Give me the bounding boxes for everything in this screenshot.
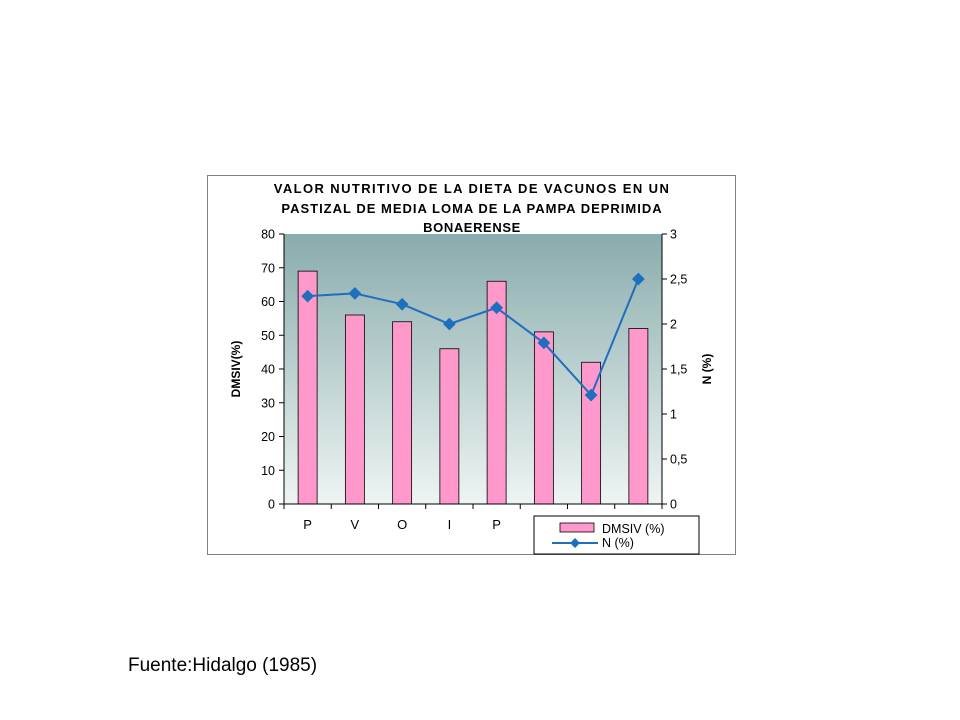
y2-tick-label: 2 bbox=[670, 318, 677, 332]
bar-6 bbox=[533, 331, 554, 505]
legend: DMSIV (%) N (%) bbox=[533, 515, 700, 555]
chart-title-line-2: PASTIZAL DE MEDIA LOMA DE LA PAMPA DEPRI… bbox=[281, 201, 662, 216]
bar-8 bbox=[628, 328, 649, 505]
y-tick-label: 80 bbox=[261, 228, 275, 242]
y2-tick-label: 3 bbox=[670, 228, 677, 242]
n-point-2 bbox=[348, 287, 362, 300]
y2-tick-label: 0,5 bbox=[670, 453, 687, 467]
y-tick-label: 60 bbox=[261, 295, 275, 309]
y-tick-label: 20 bbox=[261, 430, 275, 444]
bar-1 bbox=[297, 270, 318, 505]
bar-3 bbox=[392, 321, 413, 505]
legend-box bbox=[533, 515, 700, 555]
x-tick-label: I bbox=[448, 517, 452, 532]
n-point-1 bbox=[301, 289, 314, 303]
y-tick-label: 40 bbox=[261, 363, 275, 377]
legend-line-marker bbox=[570, 538, 580, 548]
x-tick-label: P bbox=[492, 517, 501, 532]
bar-2 bbox=[344, 314, 365, 505]
chart-frame: VALOR NUTRITIVO DE LA DIETA DE VACUNOS E… bbox=[207, 175, 736, 555]
x-tick-label: V bbox=[351, 517, 360, 532]
n-point-4 bbox=[443, 317, 456, 331]
bars bbox=[297, 270, 649, 505]
chart-title: VALOR NUTRITIVO DE LA DIETA DE VACUNOS E… bbox=[274, 181, 670, 235]
chart-title-line-3: BONAERENSE bbox=[423, 220, 521, 235]
bar-4 bbox=[439, 348, 460, 505]
y2-tick-label: 0 bbox=[670, 498, 677, 512]
y2-tick-label: 1,5 bbox=[670, 363, 687, 377]
legend-item-n: N (%) bbox=[602, 536, 634, 550]
chart-title-line-1: VALOR NUTRITIVO DE LA DIETA DE VACUNOS E… bbox=[274, 181, 670, 196]
n-line bbox=[307, 278, 640, 397]
axes: 0 10 20 30 40 50 60 70 80 0 0,5 1 1,5 2 2,5 3 P V O I P bbox=[261, 228, 687, 533]
bar-7 bbox=[581, 361, 602, 505]
y2-axis-label: N (%) bbox=[700, 354, 714, 385]
bar-5 bbox=[486, 280, 507, 505]
y-tick-label: 70 bbox=[261, 261, 275, 275]
y-tick-label: 10 bbox=[261, 464, 275, 478]
x-tick-label: P bbox=[303, 517, 312, 532]
legend-item-dmsiv: DMSIV (%) bbox=[602, 522, 665, 536]
y-tick-label: 50 bbox=[261, 329, 275, 343]
y2-tick-label: 2,5 bbox=[670, 273, 687, 287]
x-tick-label: O bbox=[397, 517, 407, 532]
y-tick-label: 0 bbox=[268, 498, 275, 512]
y-tick-label: 30 bbox=[261, 396, 275, 410]
source-note: Fuente:Hidalgo (1985) bbox=[128, 655, 318, 676]
y2-tick-label: 1 bbox=[670, 408, 677, 422]
y-axis-label: DMSIV(%) bbox=[229, 341, 243, 398]
plot-area bbox=[284, 234, 662, 504]
chart-svg: VALOR NUTRITIVO DE LA DIETA DE VACUNOS E… bbox=[229, 181, 714, 555]
legend-bar-swatch bbox=[559, 522, 595, 533]
